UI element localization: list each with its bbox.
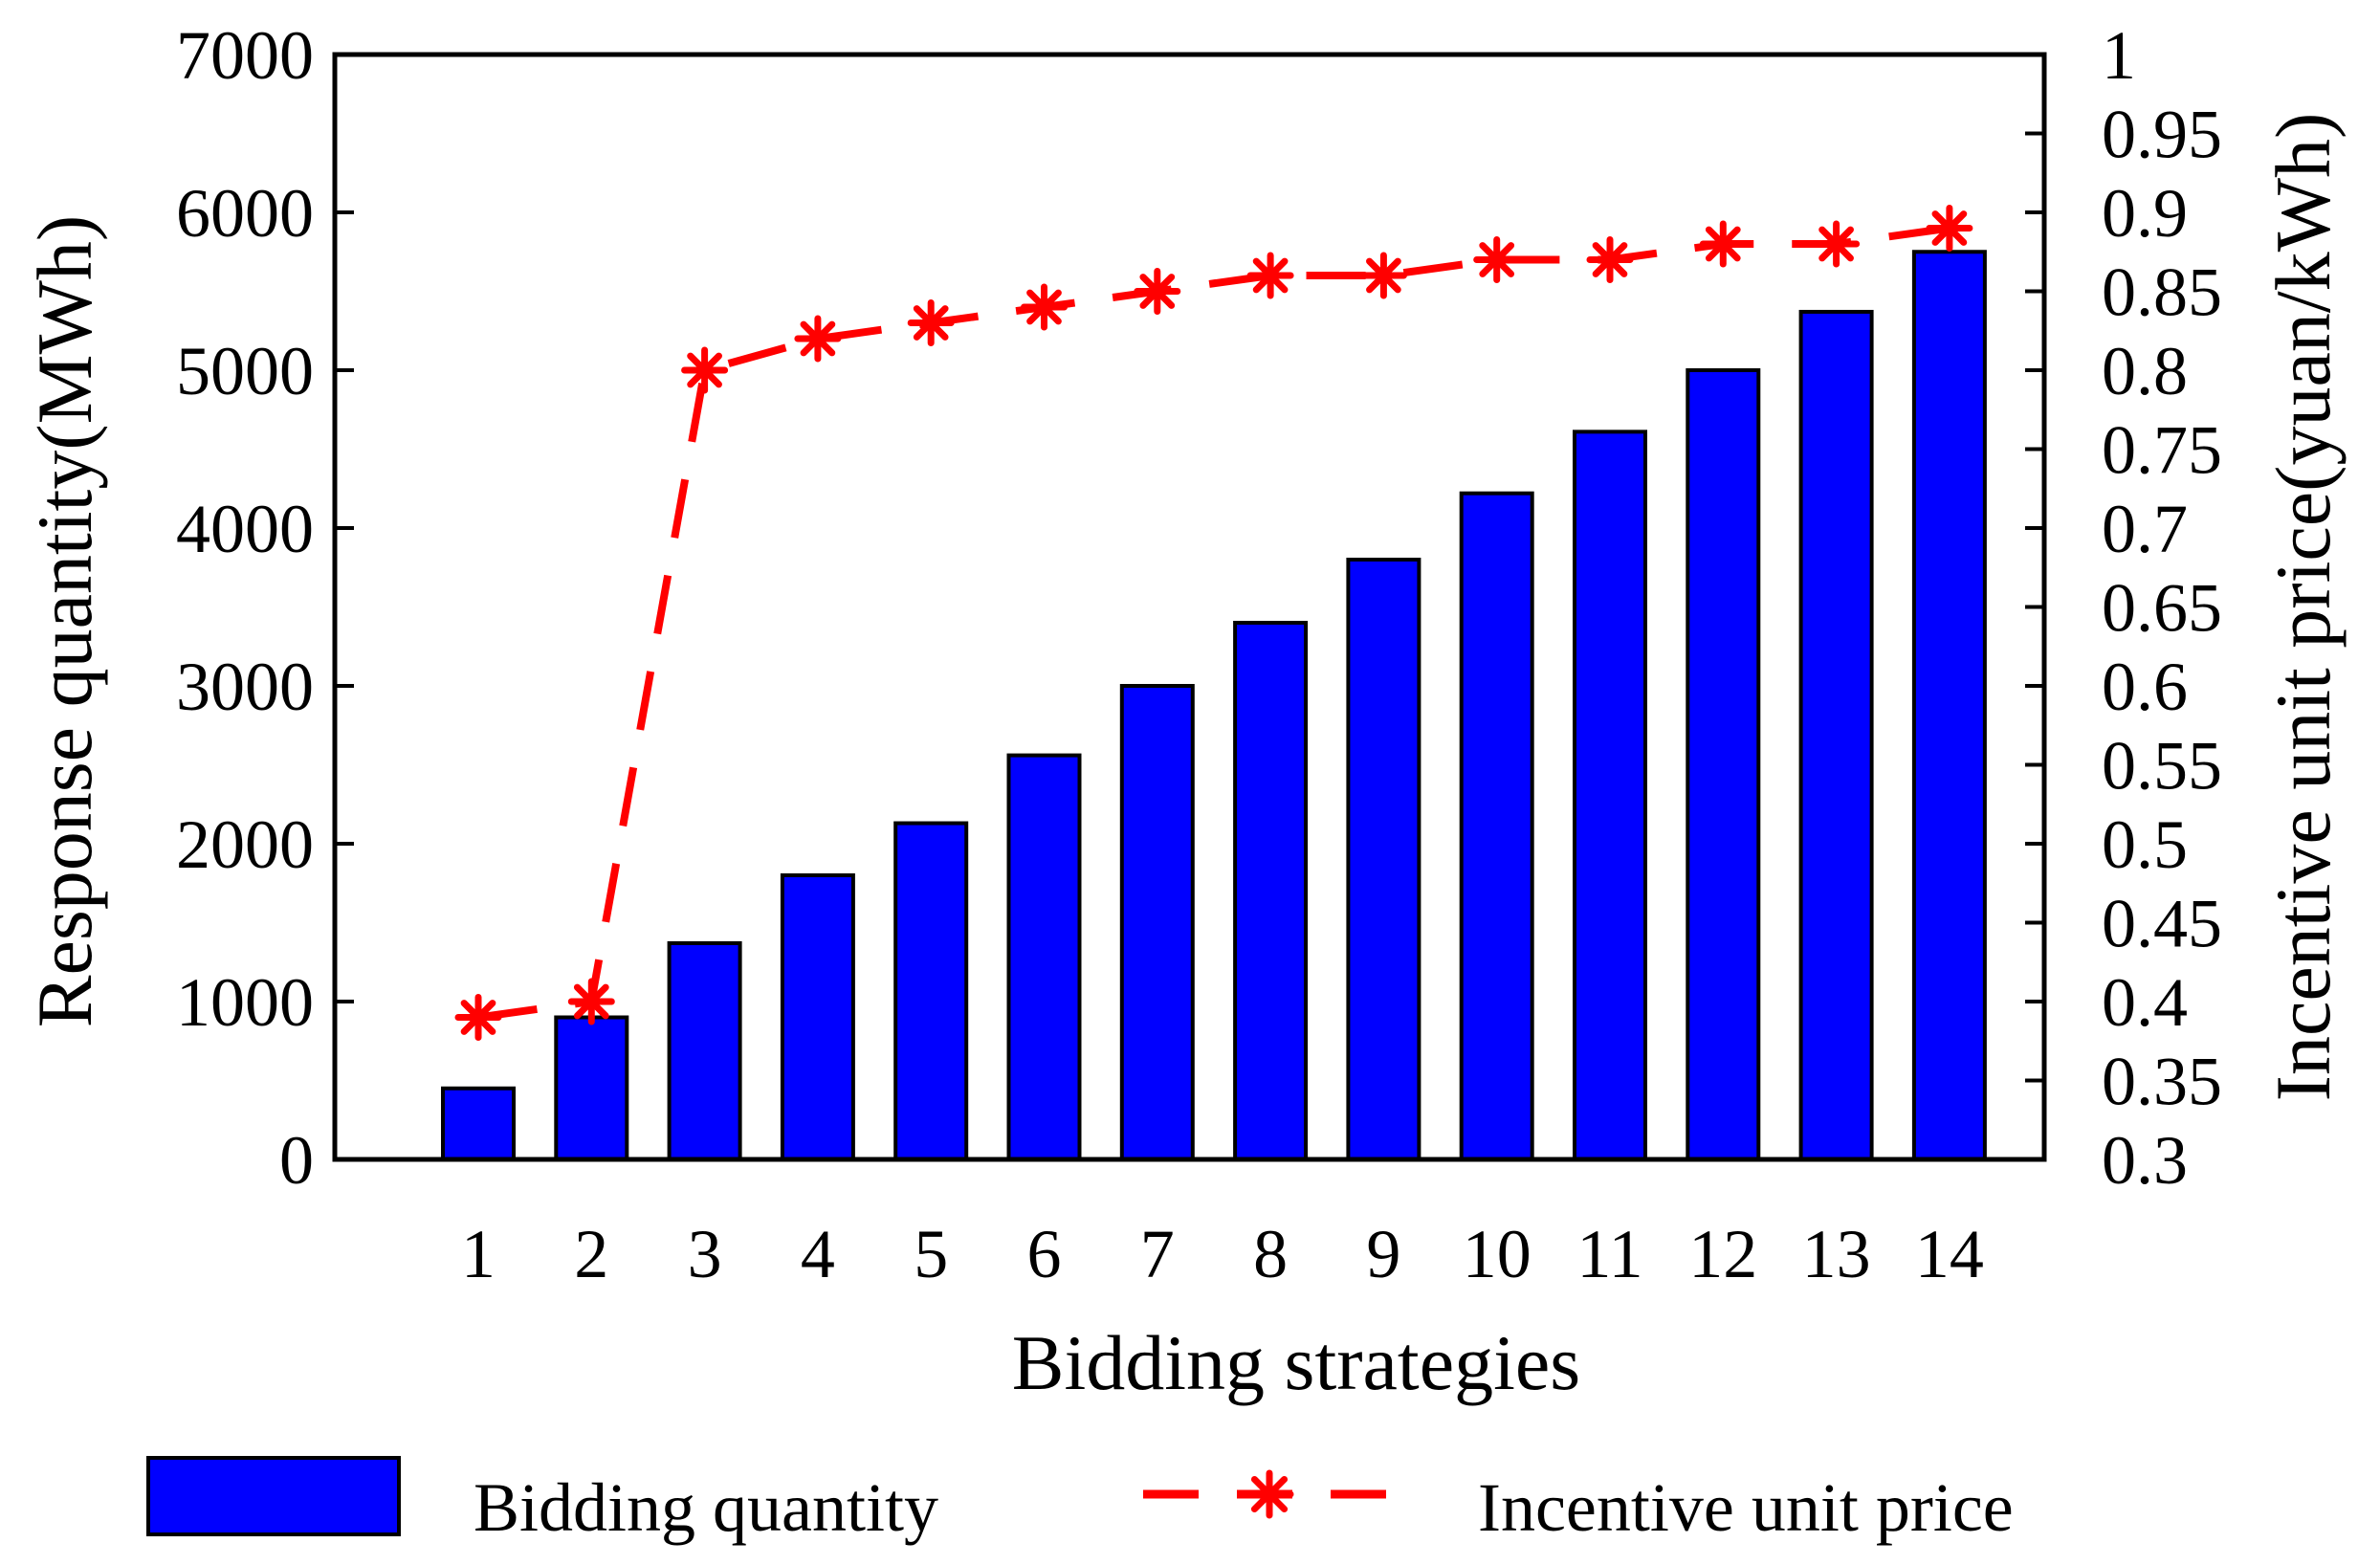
price-point-12 xyxy=(1699,220,1747,268)
left-tick-label: 5000 xyxy=(176,333,314,409)
x-tick-label: 12 xyxy=(1688,1216,1757,1292)
right-tick-label: 0.4 xyxy=(2102,964,2188,1041)
x-axis-title: Bidding strategies xyxy=(1012,1319,1580,1406)
right-tick-label: 0.5 xyxy=(2102,806,2188,883)
x-tick-label: 3 xyxy=(688,1216,722,1292)
right-tick-label: 0.45 xyxy=(2102,886,2222,962)
price-point-13 xyxy=(1813,220,1861,268)
price-point-10 xyxy=(1473,236,1521,283)
bar-8 xyxy=(1233,621,1309,1161)
x-tick-label: 11 xyxy=(1576,1216,1642,1292)
right-tick-label: 0.35 xyxy=(2102,1044,2222,1120)
right-tick-label: 0.6 xyxy=(2102,649,2188,725)
left-tick-label: 1000 xyxy=(176,964,314,1041)
right-tick-label: 0.65 xyxy=(2102,570,2222,647)
right-tick-label: 1 xyxy=(2102,17,2136,94)
bar-2 xyxy=(554,1015,629,1161)
right-axis-ticks: 0.30.350.40.450.50.550.60.650.70.750.80.… xyxy=(2025,17,2222,1199)
legend-bar-label: Bidding quantity xyxy=(474,1469,938,1546)
bar-4 xyxy=(780,873,855,1161)
right-tick-label: 0.7 xyxy=(2102,491,2188,567)
bar-12 xyxy=(1686,368,1761,1161)
right-tick-label: 0.8 xyxy=(2102,333,2188,409)
left-tick-label: 0 xyxy=(279,1122,314,1199)
price-point-4 xyxy=(794,315,842,363)
price-point-1 xyxy=(454,994,502,1041)
bar-9 xyxy=(1346,558,1421,1161)
price-point-14 xyxy=(1926,205,1973,252)
bar-7 xyxy=(1119,684,1195,1161)
x-tick-label: 7 xyxy=(1140,1216,1175,1292)
legend-asterisk xyxy=(1245,1469,1294,1519)
bar-5 xyxy=(893,821,969,1161)
right-tick-label: 0.9 xyxy=(2102,175,2188,252)
price-point-5 xyxy=(907,299,955,346)
bar-13 xyxy=(1798,309,1874,1161)
left-axis-title: Response quantity(MWh) xyxy=(21,215,108,1027)
x-tick-label: 13 xyxy=(1802,1216,1871,1292)
bar-3 xyxy=(667,940,742,1162)
right-tick-label: 0.75 xyxy=(2102,412,2222,489)
left-tick-label: 7000 xyxy=(176,17,314,94)
price-point-3 xyxy=(681,346,729,394)
legend-line-label: Incentive unit price xyxy=(1478,1469,2014,1546)
x-tick-label: 1 xyxy=(461,1216,496,1292)
price-point-11 xyxy=(1586,236,1634,283)
bar-11 xyxy=(1573,430,1647,1162)
x-axis-ticks: 1 2 3 4 5 6 7 8 9 10 11 12 13 14 xyxy=(461,1216,1984,1292)
price-point-2 xyxy=(567,978,615,1025)
x-tick-label: 2 xyxy=(574,1216,608,1292)
x-tick-label: 14 xyxy=(1915,1216,1984,1292)
bar-1 xyxy=(441,1086,516,1161)
legend: Bidding quantity Incentive unit price xyxy=(146,1456,2014,1546)
price-point-8 xyxy=(1246,252,1294,299)
right-tick-label: 0.3 xyxy=(2102,1122,2188,1199)
legend-bar-swatch xyxy=(146,1456,401,1536)
left-tick-label: 2000 xyxy=(176,806,314,883)
price-point-7 xyxy=(1134,268,1181,315)
left-tick-label: 3000 xyxy=(176,649,314,725)
x-tick-label: 10 xyxy=(1463,1216,1532,1292)
left-tick-label: 6000 xyxy=(176,175,314,252)
right-tick-label: 0.85 xyxy=(2102,254,2222,331)
bar-6 xyxy=(1006,753,1082,1161)
line-series xyxy=(454,205,1973,1041)
bar-series xyxy=(441,250,1987,1162)
right-tick-label: 0.55 xyxy=(2102,728,2222,805)
x-tick-label: 4 xyxy=(801,1216,835,1292)
right-axis-title: Incentive unit price(yuan/kWh) xyxy=(2259,113,2347,1102)
x-tick-label: 6 xyxy=(1027,1216,1062,1292)
bar-14 xyxy=(1911,250,1987,1161)
x-tick-label: 9 xyxy=(1366,1216,1400,1292)
price-point-9 xyxy=(1359,252,1407,299)
price-point-6 xyxy=(1021,283,1068,331)
x-tick-label: 5 xyxy=(914,1216,948,1292)
x-tick-label: 8 xyxy=(1253,1216,1288,1292)
left-tick-label: 4000 xyxy=(176,491,314,567)
bar-10 xyxy=(1459,491,1534,1161)
left-axis-ticks: 0 1000 2000 3000 4000 5000 6000 7000 xyxy=(176,17,354,1199)
right-tick-label: 0.95 xyxy=(2102,97,2222,173)
legend-line-marker xyxy=(1245,1469,1294,1519)
